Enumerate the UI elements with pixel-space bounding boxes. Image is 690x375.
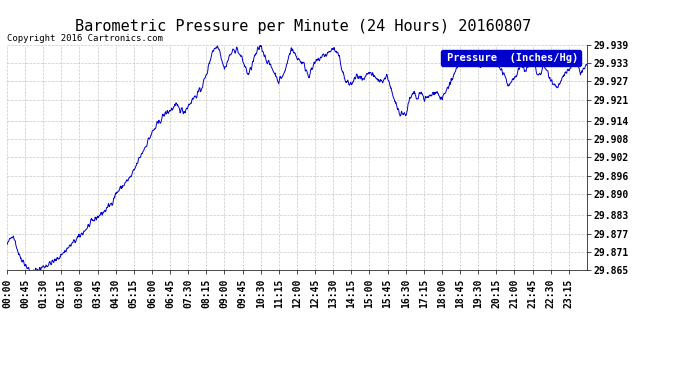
Text: Copyright 2016 Cartronics.com: Copyright 2016 Cartronics.com <box>7 34 163 43</box>
Legend: Pressure  (Inches/Hg): Pressure (Inches/Hg) <box>441 50 581 66</box>
Text: Barometric Pressure per Minute (24 Hours) 20160807: Barometric Pressure per Minute (24 Hours… <box>75 19 532 34</box>
